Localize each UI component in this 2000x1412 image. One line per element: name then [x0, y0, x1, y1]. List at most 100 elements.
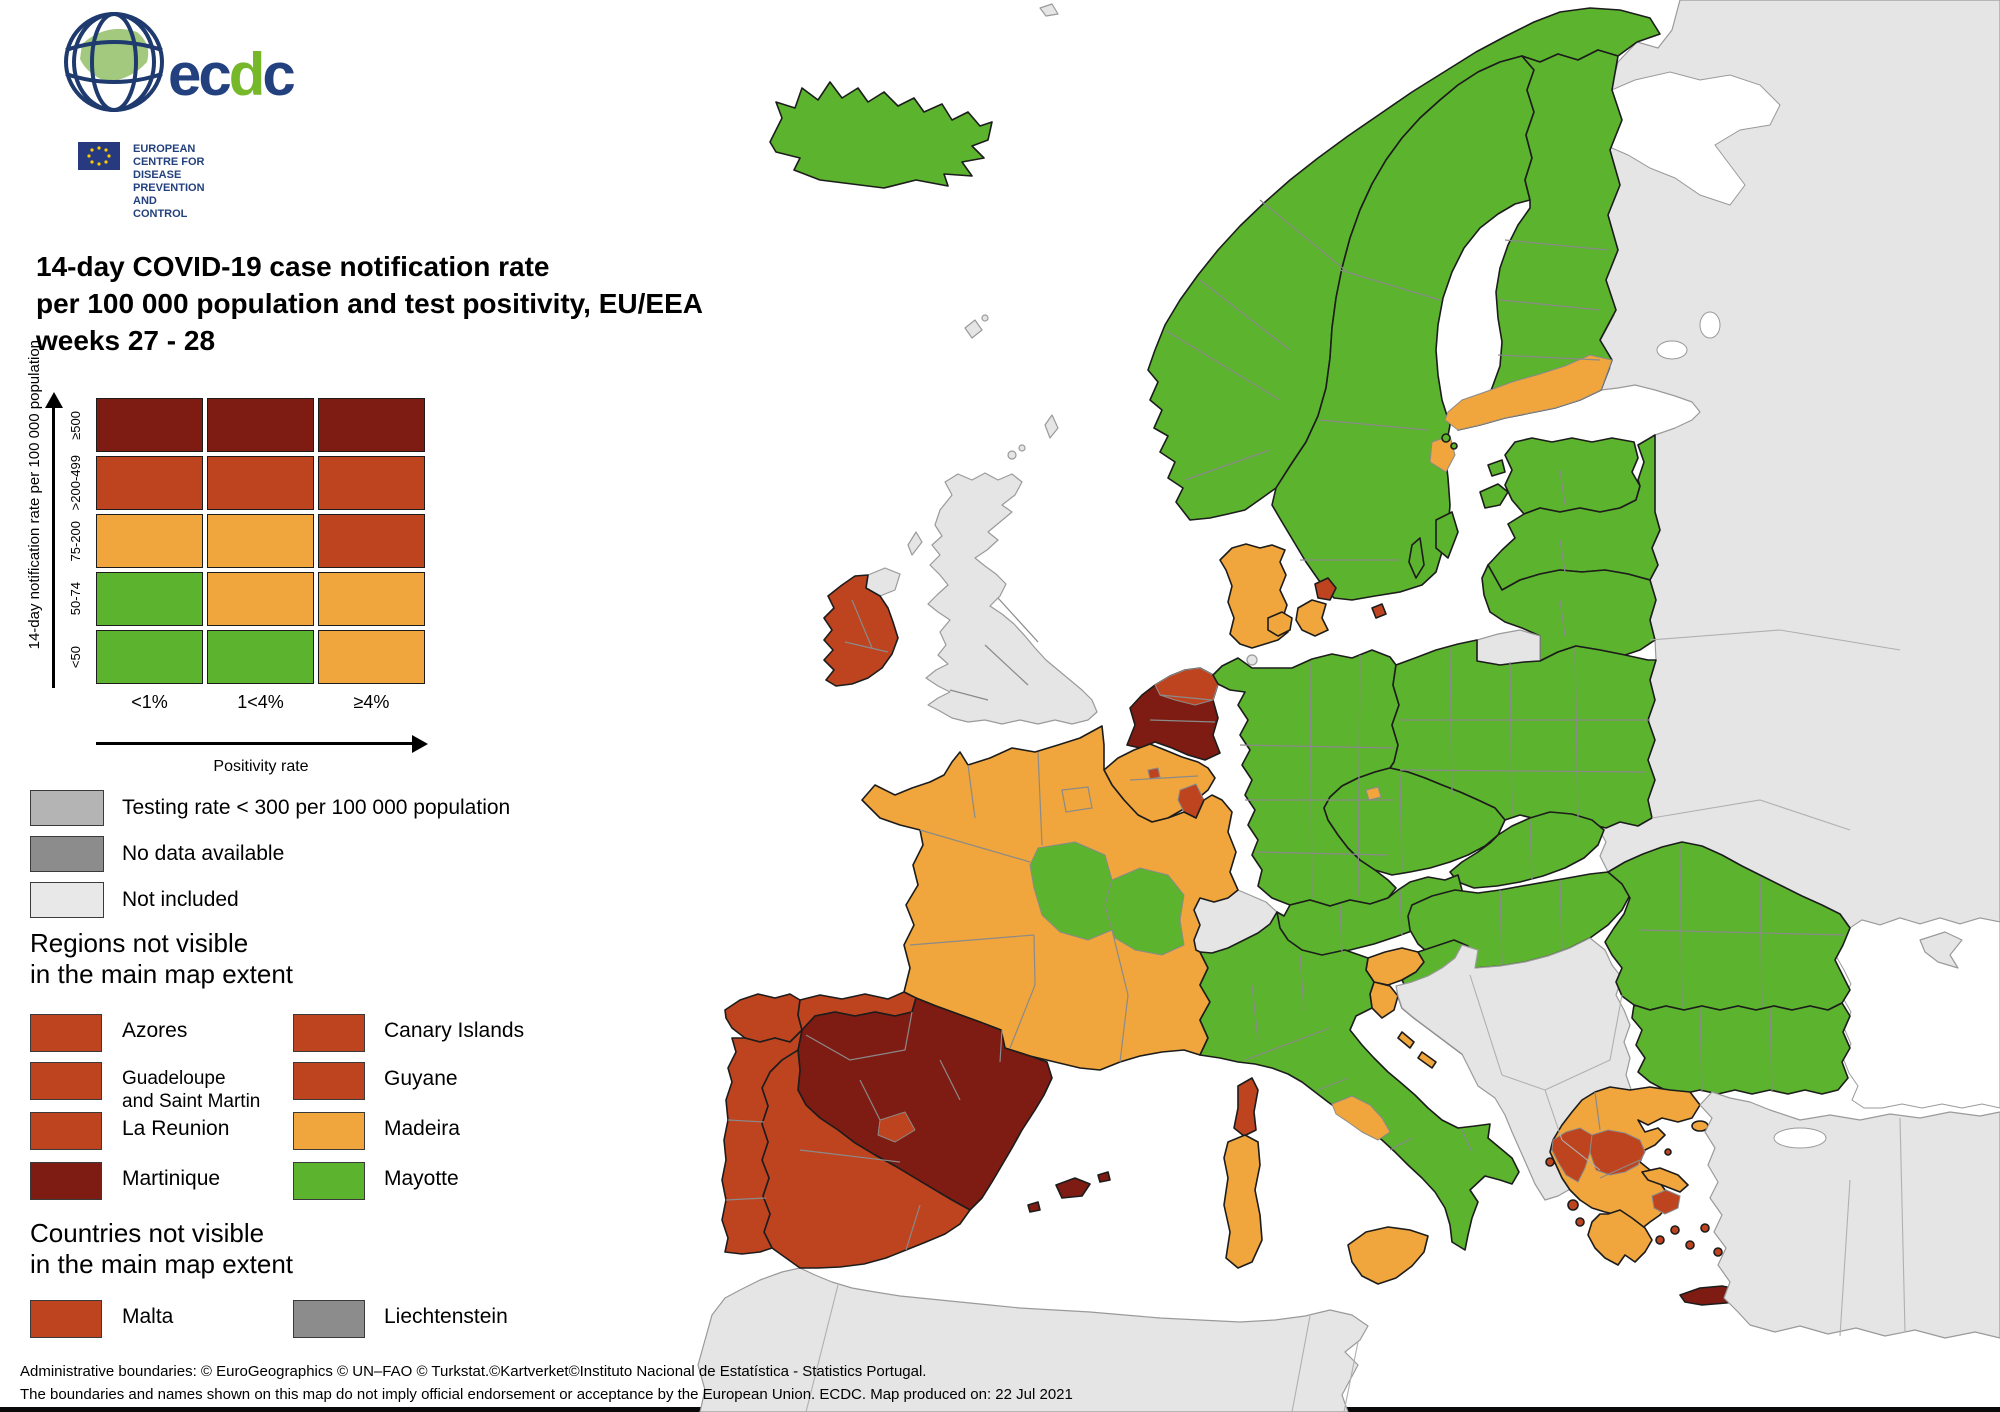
- region-label: La Reunion: [122, 1117, 230, 1140]
- countries-section-heading: Countries not visible in the main map ex…: [30, 1218, 293, 1280]
- region-swatch: [30, 1014, 102, 1052]
- matrix-cell: [96, 630, 203, 684]
- matrix-x-axis-arrowhead-icon: [412, 735, 428, 753]
- map-spain-madrid-region: [877, 1111, 916, 1143]
- matrix-cell: [318, 630, 425, 684]
- matrix-cell: [207, 572, 314, 626]
- matrix-row-label: >200-499: [67, 455, 83, 511]
- map-cyclades-island: [1655, 1235, 1665, 1245]
- map-croatia-islands: [1417, 1051, 1437, 1069]
- matrix-x-axis-label: Positivity rate: [213, 758, 309, 775]
- map-estonia: [1504, 437, 1641, 515]
- region-swatch: [30, 1062, 102, 1100]
- legend-row-no-data: No data available: [30, 836, 284, 872]
- map-great-britain: [925, 472, 1098, 725]
- matrix-y-axis-label: 14-day notification rate per 100 000 pop…: [25, 340, 43, 650]
- region-borders: [725, 199, 1906, 1412]
- matrix-col-label: 1<4%: [237, 692, 284, 712]
- matrix-row-labels: ≥500 >200-499 75-200 50-74 <50: [62, 398, 88, 688]
- map-sicily: [1347, 1226, 1429, 1285]
- map-lake-onega: [1699, 311, 1721, 339]
- matrix-cell: [318, 456, 425, 510]
- matrix-row-label: ≥500: [67, 410, 83, 440]
- regions-heading-line: Regions not visible: [30, 928, 249, 958]
- region-swatch: [293, 1062, 365, 1100]
- map-shetland: [1044, 414, 1059, 439]
- region-swatch: [30, 1162, 102, 1200]
- region-item-guyane: Guyane: [293, 1062, 458, 1100]
- footer: Administrative boundaries: © EuroGeograp…: [20, 1360, 1073, 1406]
- map-aland: [1450, 442, 1458, 450]
- map-lithuania: [1481, 564, 1657, 662]
- region-item-guadeloupe: Guadeloupe and Saint Martin: [30, 1062, 260, 1113]
- map-faroe: [981, 314, 989, 322]
- matrix-cell: [96, 572, 203, 626]
- map-slovakia: [1449, 811, 1605, 889]
- map-croatia-islands: [1397, 1031, 1415, 1049]
- region-label: Martinique: [122, 1167, 221, 1190]
- region-swatch: [293, 1014, 365, 1052]
- country-swatch: [30, 1300, 102, 1338]
- map-france-centre-region: [1029, 841, 1113, 941]
- region-label-line: Guadeloupe: [122, 1068, 226, 1089]
- region-item-canary-islands: Canary Islands: [293, 1014, 524, 1052]
- map-france-bourgogne-region: [1104, 867, 1185, 956]
- map-peloponnese: [1587, 1209, 1653, 1266]
- legend-swatch: [30, 882, 104, 918]
- region-item-la-reunion: La Reunion: [30, 1112, 229, 1150]
- region-item-mayotte: Mayotte: [293, 1162, 459, 1200]
- country-swatch: [293, 1300, 365, 1338]
- map-ibiza: [1027, 1201, 1041, 1213]
- matrix-y-axis-arrowhead-icon: [45, 392, 63, 408]
- title-line-1: 14-day COVID-19 case notification rate: [36, 251, 550, 282]
- map-ionian-island: [1545, 1157, 1555, 1167]
- region-item-madeira: Madeira: [293, 1112, 460, 1150]
- regions-section-heading: Regions not visible in the main map exte…: [30, 928, 293, 990]
- countries-heading-line: Countries not visible: [30, 1218, 265, 1248]
- matrix-col-label: ≥4%: [353, 692, 390, 712]
- map-aegean-island: [1664, 1148, 1672, 1156]
- matrix-cell: [207, 514, 314, 568]
- map-black-sea: [1835, 917, 2000, 1109]
- countries-heading-line: in the main map extent: [30, 1249, 294, 1279]
- legend-label: Testing rate < 300 per 100 000 populatio…: [122, 796, 511, 819]
- legend-swatch: [30, 790, 104, 826]
- ecdc-subtitle-line: AND CONTROL: [133, 195, 188, 220]
- matrix-legend-grid: [96, 398, 425, 684]
- map-mallorca: [1055, 1177, 1091, 1199]
- map-iceland: [769, 81, 993, 189]
- matrix-cell: [207, 630, 314, 684]
- map-menorca: [1097, 1171, 1111, 1183]
- legend-label: No data available: [122, 842, 285, 865]
- ecdc-letter: e: [168, 41, 201, 108]
- region-label-line: and Saint Martin: [122, 1091, 261, 1112]
- map-lake-ladoga: [1656, 340, 1688, 360]
- region-item-martinique: Martinique: [30, 1162, 220, 1200]
- matrix-cell: [318, 514, 425, 568]
- map-ionian-island: [1567, 1199, 1579, 1211]
- ecdc-subtitle-line: EUROPEAN CENTRE FOR: [133, 143, 205, 168]
- map-croatia-istria: [1369, 981, 1399, 1019]
- region-item-azores: Azores: [30, 1014, 187, 1052]
- title-line-3: weeks 27 - 28: [36, 325, 216, 356]
- map-greece-attica: [1651, 1189, 1681, 1215]
- map-greece-epirus: [1551, 1127, 1593, 1183]
- page-title: 14-day COVID-19 case notification rate p…: [36, 248, 703, 359]
- map-aland: [1441, 433, 1451, 443]
- matrix-col-label: <1%: [131, 692, 168, 712]
- matrix-col-labels: <1% 1<4% ≥4%: [96, 692, 425, 713]
- ecdc-subtitle-line: DISEASE PREVENTION: [133, 169, 205, 194]
- map-bulgaria: [1631, 1002, 1851, 1095]
- matrix-cell: [96, 456, 203, 510]
- footer-line-1: Administrative boundaries: © EuroGeograp…: [20, 1363, 927, 1380]
- map-saaremaa: [1479, 483, 1509, 509]
- country-item-malta: Malta: [30, 1300, 173, 1338]
- matrix-cell: [318, 572, 425, 626]
- matrix-cell: [207, 456, 314, 510]
- legend-row-testing-rate: Testing rate < 300 per 100 000 populatio…: [30, 790, 510, 826]
- map-finland-south-region: [1444, 354, 1613, 431]
- region-label: Madeira: [384, 1117, 460, 1140]
- matrix-cell: [318, 398, 425, 452]
- map-euboea: [1641, 1167, 1689, 1193]
